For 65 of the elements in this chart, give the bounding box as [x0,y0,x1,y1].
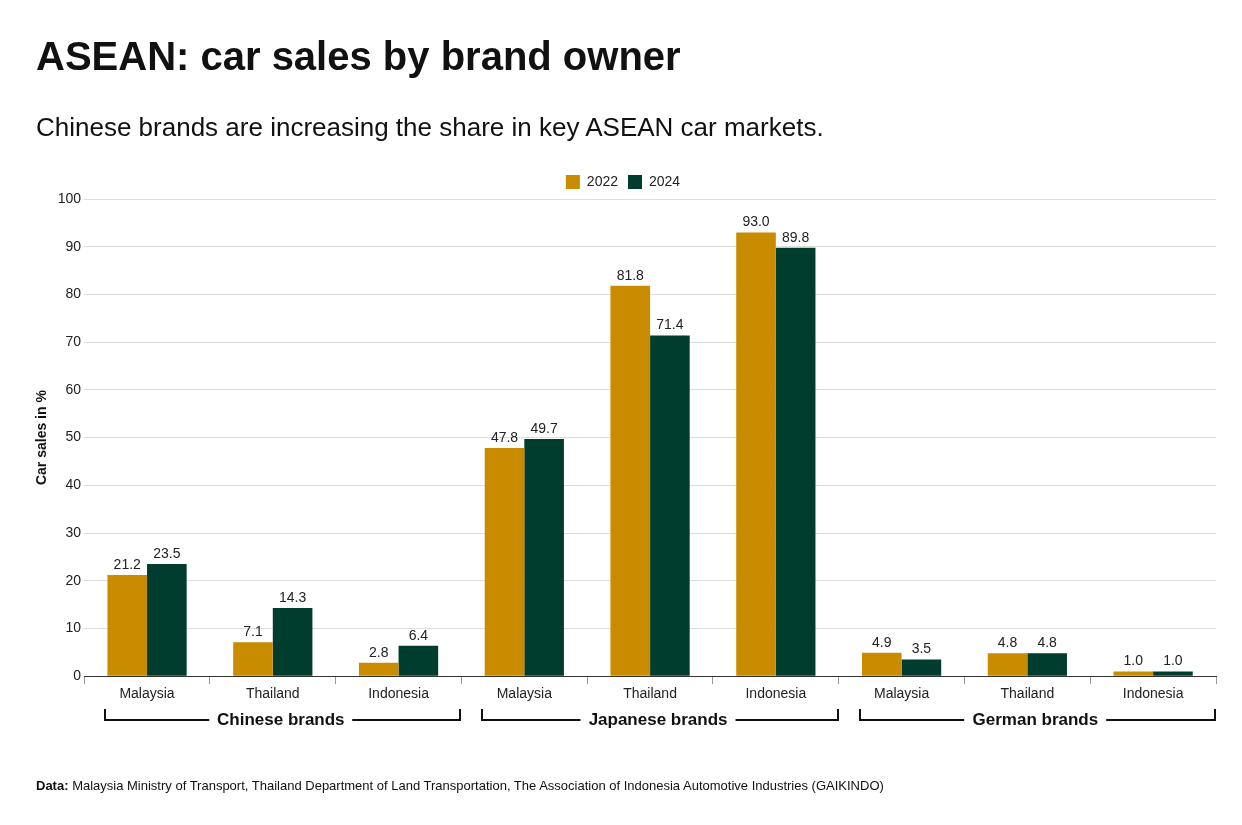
y-tick-label: 70 [65,333,82,350]
data-label: 7.1 [243,623,263,640]
data-label: 4.8 [1037,634,1058,651]
data-label: 1.0 [1163,652,1183,669]
chart-title: ASEAN: car sales by brand owner [36,34,681,79]
data-label: 93.0 [742,213,770,230]
y-tick-label: 40 [65,476,82,493]
bar [736,232,776,676]
data-label: 23.5 [153,544,181,561]
y-tick-label: 80 [65,285,82,302]
bar [1113,671,1154,676]
y-tick-label: 0 [73,667,82,684]
bar [358,662,399,676]
data-label: 6.4 [408,626,429,643]
data-label: 21.2 [113,555,142,572]
x-tick-label: Thailand [245,685,300,702]
bar [398,645,439,676]
x-tick-label: Thailand [1000,685,1055,702]
bar [987,653,1028,676]
data-label: 14.3 [278,588,307,605]
x-tick-label: Indonesia [1122,685,1184,702]
bar [147,564,187,676]
data-label: 3.5 [911,640,932,657]
x-tick-label: Malaysia [119,685,175,702]
bar [1027,653,1067,676]
data-label: 47.8 [490,428,519,445]
text: Chinese brands [209,710,353,730]
y-tick-label: 30 [65,523,82,540]
data-label: 4.9 [872,633,892,650]
y-tick-label: 50 [65,428,82,445]
bar [610,285,651,676]
y-tick-label: 100 [57,189,82,206]
x-tick-label: Malaysia [496,685,553,702]
y-tick-label: 60 [65,380,82,397]
bar [524,439,564,676]
bar [1153,671,1193,676]
legend-label: 2024 [649,172,681,189]
legend-label: 2022 [586,172,619,189]
x-tick-label: Indonesia [368,685,430,702]
x-tick-label: Thailand [623,685,677,702]
bar [901,659,942,676]
bar [233,642,273,676]
bar [107,575,148,676]
data-label: 49.7 [530,419,558,436]
data-label: 71.4 [656,316,684,333]
bar [775,247,816,676]
x-tick-label: Malaysia [873,685,930,702]
bar [650,335,690,676]
bar [484,448,525,676]
x-tick-label: Indonesia [745,685,807,702]
bar [272,607,313,676]
bar [861,652,902,676]
data-label: 89.8 [782,228,810,245]
y-tick-label: 90 [65,237,82,254]
data-label: 4.8 [997,634,1018,651]
data-label: 2.8 [369,643,389,660]
text: Japanese brands [580,710,736,730]
text: Data: Malaysia Ministry of Transport, Thailand Department of Land Transportation, The Association of Indonesia Automotive Industries (GAIKINDO) [36,778,884,793]
data-label: 1.0 [1123,652,1144,669]
chart-subtitle: Chinese brands are increasing the share in key ASEAN car markets. [36,112,824,143]
y-tick-label: 10 [65,619,82,636]
y-tick-label: 20 [65,571,82,588]
y-axis-title: Car sales in % [33,389,50,486]
text: German brands [964,710,1107,730]
data-label: 81.8 [616,266,645,283]
